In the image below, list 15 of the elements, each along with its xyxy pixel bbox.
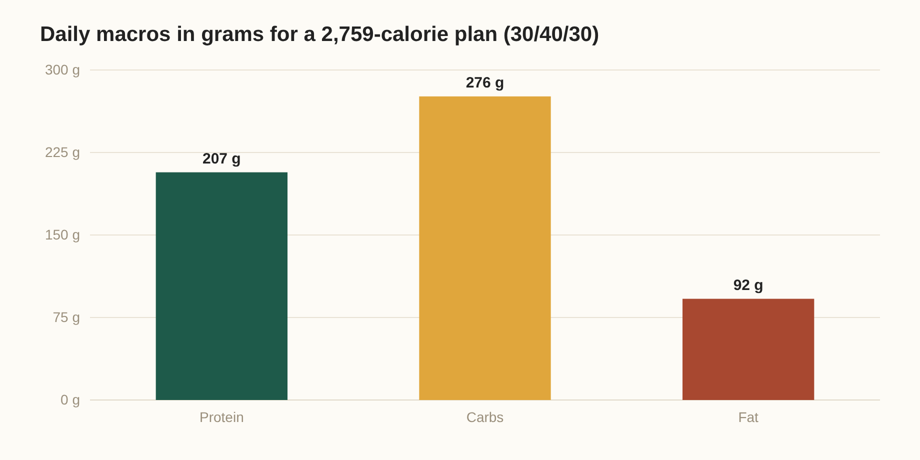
data-label: 92 g — [733, 276, 764, 294]
y-tick-label: 150 g — [44, 226, 80, 242]
data-label: 276 g — [466, 74, 504, 92]
bar — [419, 96, 551, 400]
bar — [682, 298, 814, 400]
data-label: 207 g — [202, 150, 241, 168]
x-tick-label: Fat — [738, 408, 759, 425]
x-tick-label: Carbs — [466, 408, 504, 425]
y-tick-label: 75 g — [52, 308, 80, 325]
x-tick-label: Protein — [199, 408, 244, 425]
chart-title: Daily macros in grams for a 2,759-calorie plan (30/40/30) — [40, 23, 600, 46]
y-tick-label: 0 g — [60, 391, 80, 408]
y-tick-label: 300 g — [44, 61, 80, 78]
y-tick-label: 225 g — [44, 144, 80, 160]
bar — [156, 172, 288, 400]
